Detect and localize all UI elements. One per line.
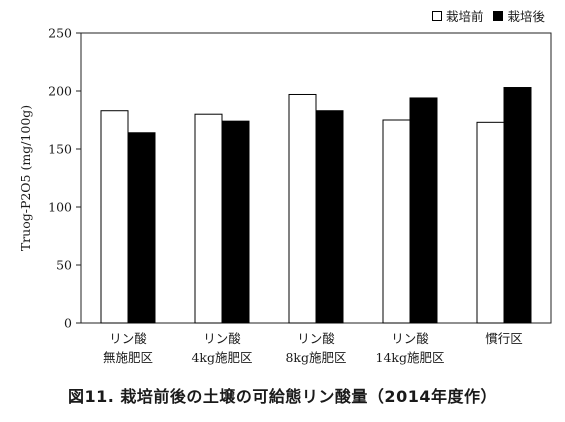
y-tick-label: 200 [48, 84, 72, 99]
labels-layer: 0 50 100 150 200 250 Truog-P2O5 (mg/100g) リン酸無施… [18, 26, 523, 366]
bar-after [127, 132, 156, 324]
bar-after [315, 110, 344, 324]
y-axis-title: Truog-P2O5 (mg/100g) [18, 105, 33, 251]
x-category-label: リン酸 [203, 331, 241, 346]
bar-before [382, 119, 411, 324]
legend-item-after: 栽培後 [493, 6, 545, 25]
x-category-label: 8kg施肥区 [285, 350, 346, 365]
bars-layer [100, 87, 532, 324]
x-category-label: 無施肥区 [103, 350, 153, 365]
y-tick-label: 100 [48, 200, 72, 215]
x-category-label: リン酸 [391, 331, 429, 346]
x-category-label: 14kg施肥区 [376, 350, 445, 365]
legend-item-before: 栽培前 [431, 6, 484, 25]
bar-before [476, 121, 505, 324]
legend-swatch-after [493, 10, 504, 21]
legend-swatch-before [431, 10, 442, 21]
x-category-label: リン酸 [297, 331, 335, 346]
y-tick-label: 0 [64, 316, 72, 331]
bar-before [100, 110, 129, 324]
y-tick-label: 50 [56, 258, 72, 273]
bar-chart: 0 50 100 150 200 250 Truog-P2O5 (mg/100g) リン酸無施… [18, 26, 552, 366]
x-category-label: 慣行区 [485, 331, 523, 346]
legend-label-before: 栽培前 [445, 9, 484, 24]
figure-caption: 図11. 栽培前後の土壌の可給態リン酸量（2014年度作） [68, 387, 497, 406]
legend-label-after: 栽培後 [507, 9, 545, 24]
bar-after [503, 87, 532, 324]
chart-legend: 栽培前 栽培後 [422, 6, 545, 25]
x-category-label: 4kg施肥区 [191, 350, 252, 365]
bar-after [221, 120, 250, 324]
bar-before [194, 113, 223, 324]
y-tick-label: 150 [48, 142, 72, 157]
bar-after [409, 97, 438, 324]
y-tick-label: 250 [48, 26, 72, 41]
x-category-label: リン酸 [109, 331, 147, 346]
bar-before [288, 93, 317, 324]
